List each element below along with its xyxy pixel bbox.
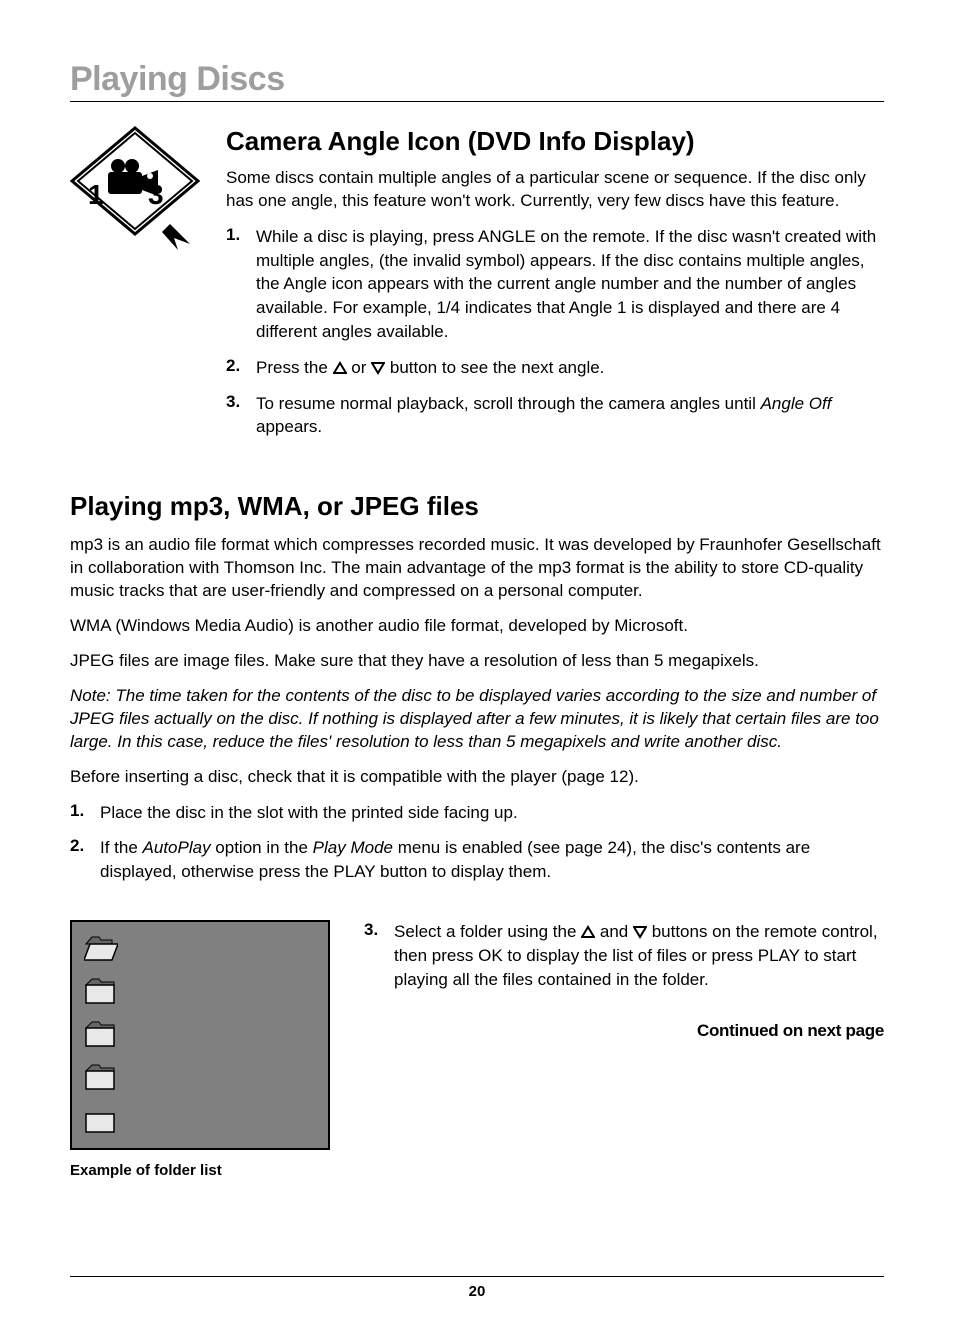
step-text: To resume normal playback, scroll throug… bbox=[256, 392, 884, 440]
folder-icon bbox=[84, 1106, 118, 1136]
s2-step2-pre: If the bbox=[100, 838, 143, 857]
section1-step-3: 3. To resume normal playback, scroll thr… bbox=[226, 392, 884, 440]
down-arrow-icon bbox=[371, 358, 385, 382]
step3-italic: Angle Off bbox=[761, 394, 832, 413]
folder-open-icon bbox=[84, 934, 118, 964]
folder-icon bbox=[84, 1063, 118, 1093]
chapter-title: Playing Discs bbox=[70, 60, 884, 99]
s2-step3-pre: Select a folder using the bbox=[394, 922, 581, 941]
continued-next-page: Continued on next page bbox=[364, 1021, 884, 1041]
section1-intro: Some discs contain multiple angles of a … bbox=[226, 167, 884, 213]
step-number: 3. bbox=[364, 920, 384, 991]
section1-step-2: 2. Press the or button to see the next a… bbox=[226, 356, 884, 380]
step-number: 3. bbox=[226, 392, 246, 440]
s2-step3-and: and bbox=[600, 922, 633, 941]
svg-text:1: 1 bbox=[88, 179, 104, 210]
section2-heading: Playing mp3, WMA, or JPEG files bbox=[70, 491, 884, 522]
folder-icon bbox=[84, 1020, 118, 1050]
step-number: 1. bbox=[70, 801, 90, 825]
section2-p1: mp3 is an audio file format which compre… bbox=[70, 534, 884, 603]
step2-post: button to see the next angle. bbox=[390, 358, 605, 377]
angle-icon-column: 1 3 bbox=[70, 126, 200, 451]
up-arrow-icon bbox=[581, 922, 595, 946]
section1-heading: Camera Angle Icon (DVD Info Display) bbox=[226, 126, 884, 157]
page-footer: 20 bbox=[0, 1276, 954, 1300]
down-arrow-icon bbox=[633, 922, 647, 946]
folder-icon bbox=[84, 977, 118, 1007]
footer-rule bbox=[70, 1276, 884, 1277]
camera-angle-icon: 1 3 bbox=[70, 126, 200, 256]
s2-step2-i1: AutoPlay bbox=[143, 838, 211, 857]
svg-text:3: 3 bbox=[148, 179, 164, 210]
folder-row-3 bbox=[84, 1018, 316, 1051]
folder-row-2 bbox=[84, 975, 316, 1008]
s2-step2-i2: Play Mode bbox=[313, 838, 393, 857]
section2-p3: JPEG files are image files. Make sure th… bbox=[70, 650, 884, 673]
folder-row-5 bbox=[84, 1105, 316, 1138]
step-text: If the AutoPlay option in the Play Mode … bbox=[100, 836, 884, 884]
step-number: 2. bbox=[226, 356, 246, 380]
section-camera-angle: 1 3 Camera Angle Icon (DVD Info Display)… bbox=[70, 126, 884, 451]
folder-caption: Example of folder list bbox=[70, 1162, 330, 1179]
section2-step-3: 3. Select a folder using the and buttons… bbox=[364, 920, 884, 991]
section2-note: Note: The time taken for the contents of… bbox=[70, 685, 884, 754]
up-arrow-icon bbox=[333, 358, 347, 382]
step2-or: or bbox=[351, 358, 371, 377]
step3-column: 3. Select a folder using the and buttons… bbox=[364, 920, 884, 1179]
step3-post: appears. bbox=[256, 417, 322, 436]
section2-step-1: 1. Place the disc in the slot with the p… bbox=[70, 801, 884, 825]
step-text: While a disc is playing, press ANGLE on … bbox=[256, 225, 884, 344]
step2-pre: Press the bbox=[256, 358, 333, 377]
folder-list-column: Example of folder list bbox=[70, 920, 330, 1179]
section1-step-1: 1. While a disc is playing, press ANGLE … bbox=[226, 225, 884, 344]
folder-row-4 bbox=[84, 1062, 316, 1095]
section2-p4: Before inserting a disc, check that it i… bbox=[70, 766, 884, 789]
section-playing-files: Playing mp3, WMA, or JPEG files mp3 is a… bbox=[70, 491, 884, 1179]
chapter-rule bbox=[70, 101, 884, 102]
section2-step-2: 2. If the AutoPlay option in the Play Mo… bbox=[70, 836, 884, 884]
step3-pre: To resume normal playback, scroll throug… bbox=[256, 394, 761, 413]
section2-p2: WMA (Windows Media Audio) is another aud… bbox=[70, 615, 884, 638]
step-number: 2. bbox=[70, 836, 90, 884]
step-number: 1. bbox=[226, 225, 246, 344]
page-number: 20 bbox=[0, 1283, 954, 1300]
section1-text: Camera Angle Icon (DVD Info Display) Som… bbox=[226, 126, 884, 451]
folder-row-1 bbox=[84, 932, 316, 965]
s2-step2-mid1: option in the bbox=[211, 838, 313, 857]
step-text: Press the or button to see the next angl… bbox=[256, 356, 884, 380]
folder-list-example bbox=[70, 920, 330, 1150]
step-text: Place the disc in the slot with the prin… bbox=[100, 801, 884, 825]
step-text: Select a folder using the and buttons on… bbox=[394, 920, 884, 991]
lower-row: Example of folder list 3. Select a folde… bbox=[70, 920, 884, 1179]
